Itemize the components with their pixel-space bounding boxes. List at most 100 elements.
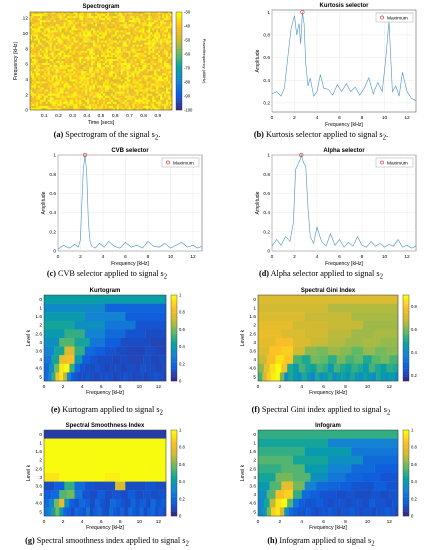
spectrogram-cell <box>164 26 167 29</box>
spectrogram-cell <box>160 95 163 98</box>
spectrogram-cell <box>87 99 90 103</box>
spectrogram-cell <box>108 46 112 49</box>
spectrogram-cell <box>138 63 141 66</box>
spectrogram-cell <box>45 71 48 74</box>
heatmap-cell <box>293 363 300 373</box>
spectrogram-cell <box>47 48 50 51</box>
spectrogram-cell <box>31 28 35 31</box>
spectrogram-cell <box>79 81 82 84</box>
spectrogram-cell <box>30 63 33 66</box>
spectrogram-cell <box>83 77 86 80</box>
spectrogram-cell <box>150 101 153 105</box>
spectrogram-cell <box>148 85 151 88</box>
spectrogram-cell <box>156 83 159 86</box>
legend-marker <box>166 160 170 165</box>
spectrogram-cell <box>136 73 139 76</box>
spectrogram-cell <box>83 61 86 64</box>
spectrogram-cell <box>31 67 35 70</box>
spectrogram-cell <box>154 32 157 35</box>
spectrogram-cell <box>112 42 116 45</box>
spectrogram-cell <box>104 54 108 58</box>
colorbar-segment <box>176 61 182 64</box>
spectrogram-cell <box>69 30 72 33</box>
spectrogram-cell <box>154 30 157 33</box>
spectrogram-cell <box>65 22 68 25</box>
spectrogram-cell <box>77 22 80 25</box>
colorbar-segment <box>171 359 177 362</box>
spectrogram-cell <box>160 67 163 70</box>
spectrogram-cell <box>93 107 96 111</box>
spectrogram-cell <box>51 107 54 111</box>
heatmap-cell <box>82 490 90 499</box>
spectrogram-cell <box>49 69 52 72</box>
spectrogram-cell <box>31 97 35 100</box>
spectrogram-cell <box>93 83 96 86</box>
heatmap-cell <box>345 490 355 499</box>
colorbar-segment <box>171 312 177 315</box>
spectrogram-cell <box>118 71 121 74</box>
spectrogram-cell <box>47 101 50 105</box>
spectrogram-cell <box>89 52 92 56</box>
spectrogram-cell <box>144 46 147 49</box>
spectrogram-cell <box>31 99 35 103</box>
spectrogram-cell <box>73 54 76 58</box>
spectrogram-cell <box>162 91 165 94</box>
spectrogram-cell <box>33 18 37 21</box>
spectrogram-cell <box>85 44 88 47</box>
spectrogram-cell <box>83 79 86 82</box>
spectrogram-cell <box>148 40 151 43</box>
spectrogram-cell <box>148 67 151 70</box>
spectrogram-cell <box>51 63 54 66</box>
spectrogram-cell <box>136 89 139 92</box>
spectrogram-cell <box>116 12 119 15</box>
spectrogram-cell <box>33 46 37 49</box>
spectrogram-cell <box>120 54 123 58</box>
spectrogram-cell <box>47 12 50 15</box>
spectrogram-cell <box>132 89 135 92</box>
spectrogram-cell <box>150 97 153 100</box>
spectrogram-cell <box>136 14 139 17</box>
spectrogram-cell <box>85 20 88 23</box>
spectrogram-cell <box>116 67 119 70</box>
spectrogram-cell <box>75 50 78 54</box>
x-tick-label: 12 <box>387 384 393 390</box>
spectrogram-cell <box>128 40 131 43</box>
spectrogram-cell <box>154 20 157 23</box>
spectrogram-cell <box>45 20 48 23</box>
spectrogram-cell <box>81 89 84 92</box>
spectrogram-cell <box>63 67 66 70</box>
spectrogram-cell <box>104 79 108 82</box>
spectrogram-cell <box>134 22 137 25</box>
heatmap-cell <box>135 363 141 373</box>
spectrogram-cell <box>150 61 153 64</box>
spectrogram-cell <box>65 52 68 56</box>
spectrogram-cell <box>31 48 35 51</box>
spectrogram-cell <box>93 93 96 96</box>
x-tick-label: 0.5 <box>98 113 105 119</box>
spectrogram-cell <box>108 75 112 78</box>
spectrogram-cell <box>162 81 165 84</box>
spectrogram-cell <box>142 12 145 15</box>
spectrogram-cell <box>65 56 68 60</box>
spectrogram-cell <box>110 50 114 54</box>
spectrogram-cell <box>138 14 141 17</box>
spectrogram-cell <box>87 28 90 31</box>
heatmap-cell <box>297 507 302 517</box>
spectrogram-cell <box>77 30 80 33</box>
spectrogram-cell <box>168 85 171 88</box>
spectrogram-cell <box>168 81 171 84</box>
spectrogram-cell <box>37 81 41 84</box>
spectrogram-cell <box>99 71 102 74</box>
y-tick-label: 8 <box>25 46 28 52</box>
spectrogram-cell <box>47 36 50 39</box>
spectrogram-cell <box>102 83 106 86</box>
spectrogram-cell <box>140 103 143 107</box>
colorbar-segment <box>171 310 177 313</box>
spectrogram-cell <box>134 83 137 86</box>
spectrogram-cell <box>57 58 60 62</box>
spectrogram-cell <box>67 65 70 68</box>
colorbar-segment <box>171 338 177 341</box>
heatmap-cell <box>143 355 151 364</box>
spectrogram-cell <box>142 65 145 68</box>
